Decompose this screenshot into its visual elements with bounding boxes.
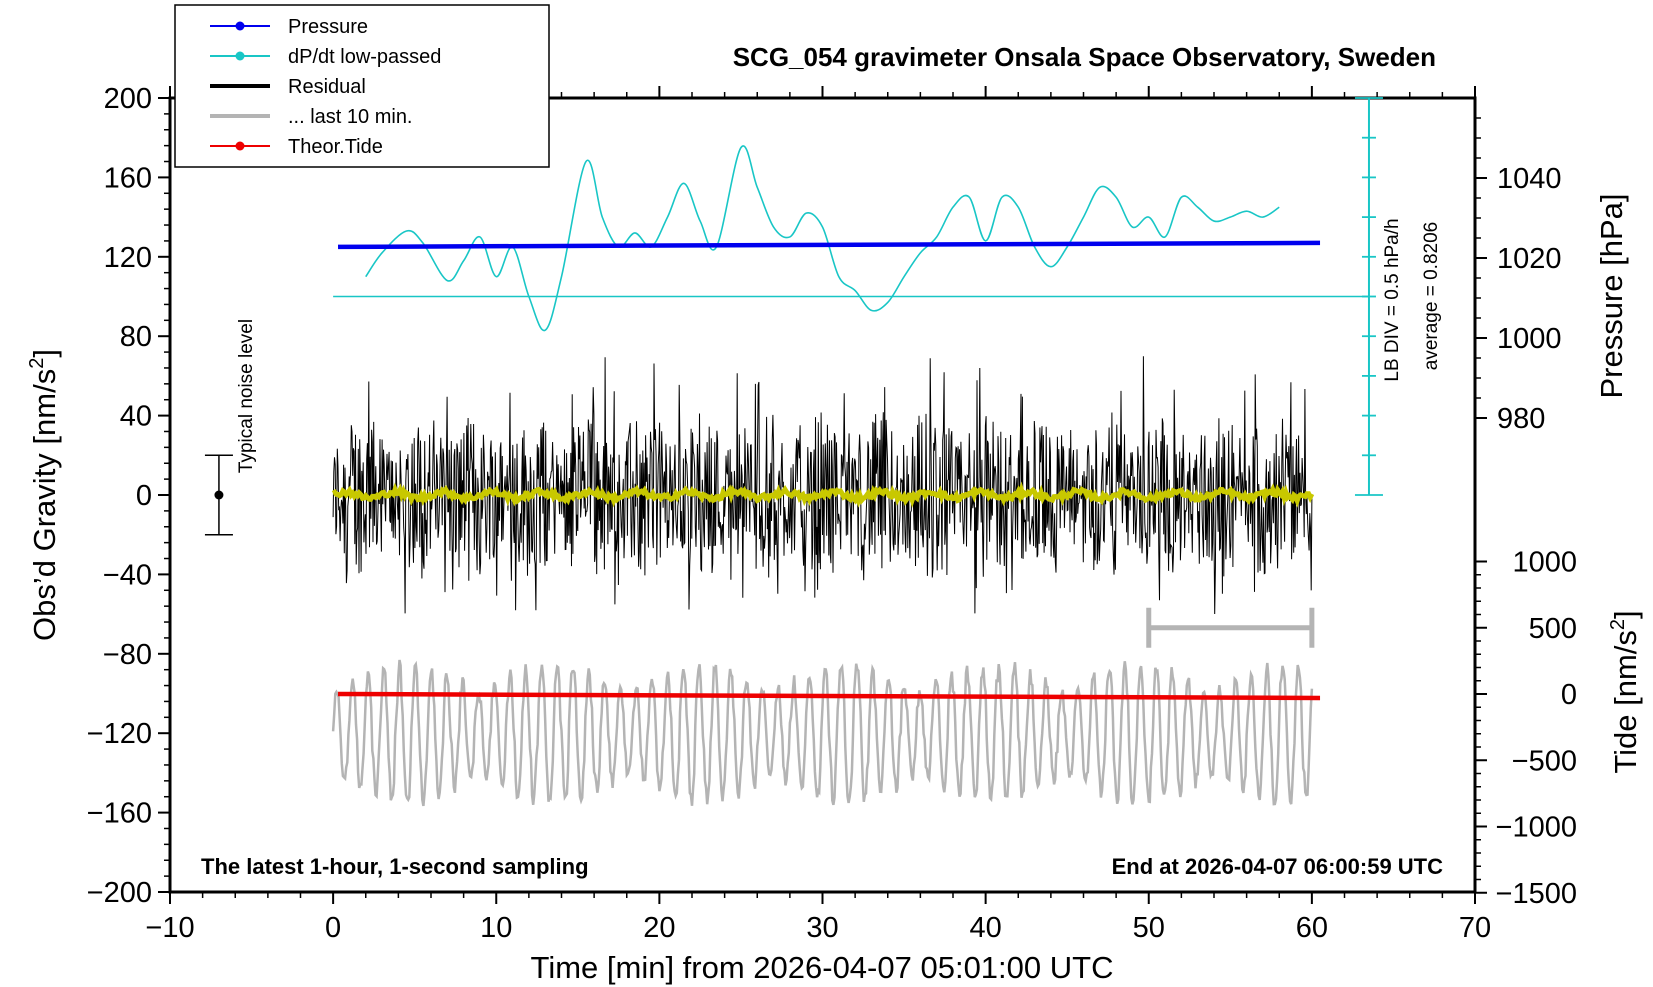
legend-label: Residual <box>288 76 366 98</box>
y-tick-label-pressure: 1020 <box>1497 243 1562 275</box>
x-tick-label: 20 <box>643 912 675 944</box>
legend-label: ... last 10 min. <box>288 106 413 128</box>
legend-swatch-dot <box>235 51 245 61</box>
chart-title: SCG_054 gravimeter Onsala Space Observat… <box>733 42 1436 72</box>
y-axis-title-pressure: Pressure [hPa] <box>1594 193 1629 398</box>
y-tick-label-tide: −500 <box>1512 745 1577 777</box>
x-tick-label: 30 <box>806 912 838 944</box>
residual-smoothed-line <box>331 481 1315 508</box>
y-tick-label-left: 120 <box>104 242 152 274</box>
y-axis-title-tide-text: Tide [nm/s <box>1608 630 1643 774</box>
y-tick-label-left: 200 <box>104 83 152 115</box>
average-label: average = 0.8206 <box>1421 222 1442 370</box>
y-tick-label-pressure: 1040 <box>1497 163 1562 195</box>
noise-level-dot <box>214 490 224 500</box>
y-tick-label-tide: 500 <box>1529 613 1577 645</box>
residual-line <box>332 356 1313 615</box>
x-tick-label: 10 <box>480 912 512 944</box>
y-axis-title-left-text: Obs’d Gravity [nm/s <box>27 369 62 641</box>
y-tick-label-tide: −1000 <box>1496 812 1577 844</box>
y-axis-title-left-end: ] <box>27 349 62 358</box>
y-tick-label-left: 40 <box>120 401 152 433</box>
y-tick-label-left: −80 <box>103 639 152 671</box>
note-end-time: End at 2026-04-07 06:00:59 UTC <box>1112 854 1443 879</box>
y-tick-label-left: −160 <box>87 798 152 830</box>
y-axis-title-left-sup: 2 <box>26 358 48 369</box>
y-axis-title-left: Obs’d Gravity [nm/s2] <box>26 349 62 641</box>
x-tick-label: 70 <box>1459 912 1491 944</box>
trend-lines-layer <box>338 240 1321 701</box>
tide-line <box>338 691 1321 701</box>
y-tick-label-left: 160 <box>104 162 152 194</box>
y-tick-label-left: 80 <box>120 321 152 353</box>
y-tick-label-tide: 0 <box>1561 679 1577 711</box>
legend-label: Pressure <box>288 16 368 38</box>
residual-series-layer <box>331 356 1315 615</box>
noise-level-label: Typical noise level <box>236 319 257 473</box>
y-tick-label-tide: 1000 <box>1512 547 1577 579</box>
y-tick-label-pressure: 1000 <box>1497 323 1562 355</box>
dpdt-ruler <box>1354 97 1383 496</box>
legend-label: dP/dt low-passed <box>288 46 441 68</box>
dpdt-line <box>365 145 1280 332</box>
x-tick-label: 50 <box>1133 912 1165 944</box>
x-tick-label: 40 <box>969 912 1001 944</box>
x-tick-label: 60 <box>1296 912 1328 944</box>
x-tick-label: 0 <box>325 912 341 944</box>
y-axis-title-tide: Tide [nm/s2] <box>1607 610 1643 773</box>
y-axis-title-tide-end: ] <box>1608 610 1643 619</box>
last10-line <box>331 659 1314 807</box>
last10-range-marker <box>1146 607 1315 648</box>
y-tick-label-tide: −1500 <box>1496 878 1577 910</box>
y-axis-title-tide-sup: 2 <box>1607 619 1629 630</box>
axis-ticks-layer: −10 0 10 20 30 40 50 60 70−200−160−120−80−400408… <box>87 83 1577 944</box>
note-latest-hour: The latest 1-hour, 1-second sampling <box>201 854 589 879</box>
legend-swatch-dot <box>235 21 245 31</box>
last10-series-layer <box>331 659 1314 807</box>
legend: Pressure dP/dt low-passed Residual ... last… <box>174 4 550 168</box>
dpdt-series-layer <box>333 145 1369 332</box>
legend-label: Theor.Tide <box>288 136 383 158</box>
x-tick-label: −10 <box>145 912 194 944</box>
legend-swatch-dot <box>235 141 245 151</box>
y-tick-label-left: 0 <box>136 480 152 512</box>
noise-level-indicator <box>204 454 233 536</box>
x-axis-title: Time [min] from 2026-04-07 05:01:00 UTC <box>531 950 1114 985</box>
y-tick-label-left: −200 <box>87 877 152 909</box>
y-tick-label-pressure: 980 <box>1497 403 1545 435</box>
y-tick-label-left: −120 <box>87 718 152 750</box>
lb-div-label: LB DIV = 0.5 hPa/h <box>1382 218 1403 381</box>
pressure-line <box>338 240 1321 250</box>
y-tick-label-left: −40 <box>103 559 152 591</box>
legend-entries: Pressure dP/dt low-passed Residual ... last… <box>210 16 441 158</box>
